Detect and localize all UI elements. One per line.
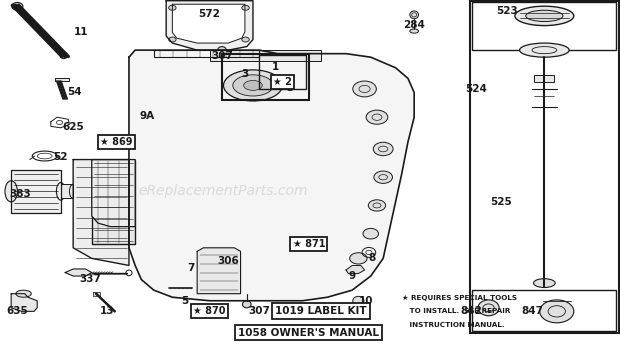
Bar [210,50,321,61]
Text: 842: 842 [460,306,482,316]
Polygon shape [166,1,253,50]
Ellipse shape [60,52,68,59]
Bar [259,55,306,89]
Ellipse shape [232,75,273,96]
Text: ★ REQUIRES SPECIAL TOOLS: ★ REQUIRES SPECIAL TOOLS [402,295,517,301]
Ellipse shape [515,6,574,25]
Text: 525: 525 [490,197,512,207]
Polygon shape [61,184,73,198]
Polygon shape [65,269,92,276]
Bar [92,160,135,244]
Text: 3: 3 [286,83,294,93]
Ellipse shape [242,301,251,308]
Text: 7: 7 [187,263,195,273]
Ellipse shape [539,300,574,323]
Text: TO INSTALL.  SEE REPAIR: TO INSTALL. SEE REPAIR [402,309,510,314]
Text: ★ 869: ★ 869 [100,137,133,147]
Ellipse shape [373,142,393,156]
Bar [55,78,69,81]
Ellipse shape [5,181,17,202]
Ellipse shape [218,47,226,54]
Ellipse shape [353,81,376,97]
Text: eReplacementParts.com: eReplacementParts.com [138,184,308,198]
Text: ★ 870: ★ 870 [193,306,226,316]
Text: 5: 5 [181,296,188,306]
Ellipse shape [244,80,262,90]
Ellipse shape [368,200,386,211]
Text: 1019 LABEL KIT: 1019 LABEL KIT [275,306,367,316]
Text: 847: 847 [521,306,543,316]
Text: 10: 10 [358,296,373,306]
Polygon shape [11,294,37,311]
Polygon shape [346,265,365,274]
Polygon shape [73,160,129,265]
Text: 572: 572 [198,9,221,19]
Polygon shape [154,50,259,57]
Polygon shape [172,4,245,43]
Bar [472,2,616,50]
Bar [534,75,554,82]
Ellipse shape [169,5,176,10]
Ellipse shape [533,279,556,287]
Text: 3: 3 [241,69,249,79]
Polygon shape [129,50,414,301]
Ellipse shape [526,10,563,22]
Text: 625: 625 [62,122,84,132]
Ellipse shape [16,290,31,297]
Ellipse shape [223,70,282,101]
Bar [158,287,169,290]
Ellipse shape [169,37,176,42]
Text: 524: 524 [465,84,487,94]
Text: ★ 871: ★ 871 [293,239,325,249]
Text: 307: 307 [248,306,270,316]
Polygon shape [93,292,100,296]
Text: ★ 2: ★ 2 [273,77,291,87]
Ellipse shape [478,300,499,316]
Ellipse shape [363,228,378,239]
Text: 635: 635 [6,306,29,316]
Text: 337: 337 [79,274,101,284]
Bar [470,1,619,333]
Polygon shape [197,248,241,294]
Ellipse shape [410,29,418,33]
Text: 9: 9 [348,271,356,281]
Ellipse shape [366,110,388,124]
Ellipse shape [374,171,392,184]
Polygon shape [92,160,135,227]
Text: 52: 52 [53,152,68,162]
Ellipse shape [12,2,23,10]
Text: 1: 1 [272,62,280,72]
Text: 523: 523 [496,6,518,16]
Text: 54: 54 [67,87,82,97]
Bar [222,54,309,100]
Text: 284: 284 [403,20,425,30]
Text: 306: 306 [217,256,239,266]
Polygon shape [11,170,61,213]
Text: 13: 13 [99,306,114,316]
Text: INSTRUCTION MANUAL.: INSTRUCTION MANUAL. [402,322,505,328]
Bar [472,290,616,331]
Ellipse shape [242,37,249,42]
Text: 307: 307 [211,52,233,61]
Ellipse shape [242,5,249,10]
Text: 8: 8 [368,253,376,263]
Text: 1058 OWNER'S MANUAL: 1058 OWNER'S MANUAL [238,328,379,337]
Text: 383: 383 [9,189,31,199]
Ellipse shape [520,43,569,57]
Ellipse shape [353,297,364,305]
Ellipse shape [350,253,367,264]
Ellipse shape [410,11,418,19]
Text: 9A: 9A [140,112,155,121]
Text: 11: 11 [73,27,88,37]
